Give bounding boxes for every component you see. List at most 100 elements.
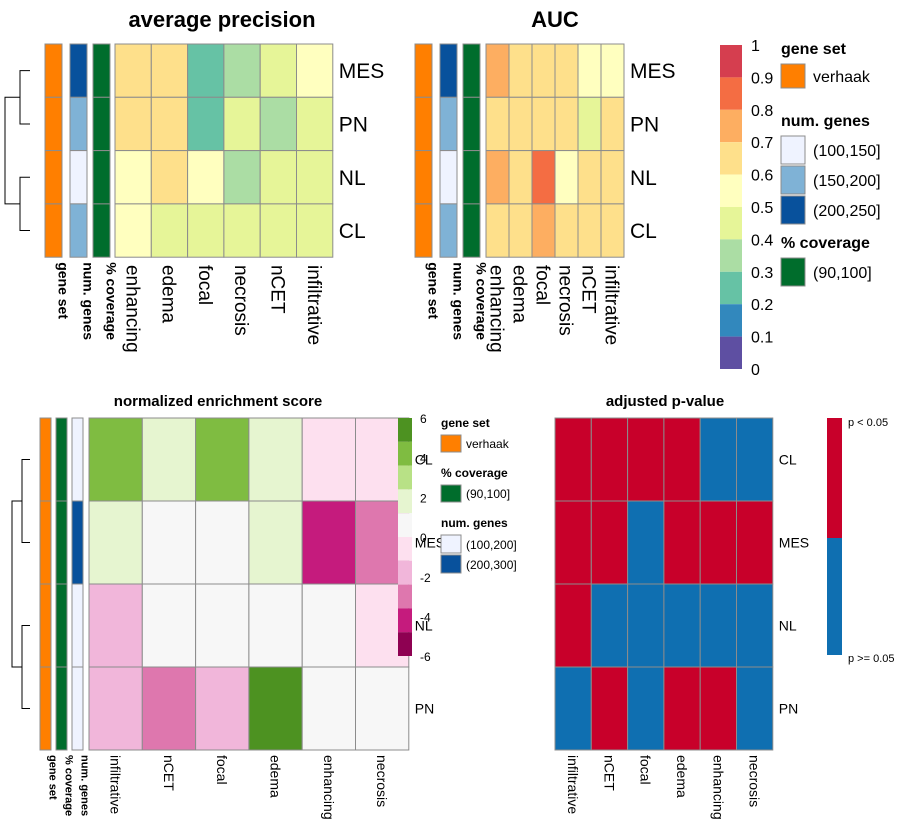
auc-annotation-num-genes-nl <box>439 150 458 205</box>
ap-column-label-edema: edema <box>158 265 179 324</box>
nes-cell-cl-focal <box>195 417 250 502</box>
nes-cell-cl-ncet <box>141 417 197 502</box>
nes-column-label-focal: focal <box>214 755 230 785</box>
ap-annotation-coverage-cl <box>92 203 111 258</box>
score-legend-tick-0-9: 0.9 <box>751 70 773 87</box>
ap-cell-nl-enhancing <box>114 150 152 205</box>
nes-column-label-necrosis: necrosis <box>374 755 390 807</box>
ap-column-label-enhancing: enhancing <box>121 265 142 353</box>
auc-cell-mes-infiltrative <box>600 43 625 98</box>
ap-row-label-mes: MES <box>339 60 385 83</box>
auc-cell-cl-necrosis <box>554 203 579 258</box>
ap-annotation-gene-set-cl <box>44 203 63 258</box>
nes-cell-mes-edema <box>248 500 303 585</box>
padj-cell-pn-ncet <box>590 666 629 751</box>
nes-annotation-label-gene-set: gene set <box>46 755 58 800</box>
padj-cell-mes-ncet <box>590 500 629 585</box>
nes-cell-mes-focal <box>195 500 250 585</box>
nes-cell-pn-ncet <box>141 666 197 751</box>
legend-num-genes-label-150-200: (150,200] <box>813 173 881 190</box>
score-legend-tick-0-7: 0.7 <box>751 135 773 152</box>
nes-annotation-coverage-cl <box>55 417 68 502</box>
nes-cell-mes-infiltrative <box>88 500 143 585</box>
nes-annotation-label-coverage: % coverage <box>62 755 74 816</box>
nes-legend-swatch-4 <box>398 513 412 537</box>
auc-annotation-num-genes-mes <box>439 43 458 98</box>
auc-cell-nl-necrosis <box>554 150 579 205</box>
nes-legend-swatch-6 <box>398 560 412 585</box>
auc-title: AUC <box>531 7 579 32</box>
nes-annotation-gene-set-nl <box>39 583 52 668</box>
ap-cell-mes-ncet <box>259 43 298 98</box>
auc-cell-cl-focal <box>531 203 556 258</box>
padj-cell-nl-enhancing <box>699 583 738 668</box>
score-legend-tick-0-2: 0.2 <box>751 297 773 314</box>
ap-column-label-necrosis: necrosis <box>230 265 251 336</box>
nes-legend-tick-2: -2 <box>420 571 431 585</box>
ap-cell-cl-ncet <box>259 203 298 258</box>
ap-annotation-num-genes-mes <box>69 43 88 98</box>
padj-column-label-enhancing: enhancing <box>710 755 726 820</box>
nes-row-label-mes: MES <box>415 535 445 551</box>
ap-cell-mes-infiltrative <box>296 43 334 98</box>
score-legend-swatch-2 <box>720 109 742 143</box>
padj-cell-pn-infiltrative <box>554 666 592 751</box>
nes-annotation-gene-set-cl <box>39 417 52 502</box>
nes-legend-swatch-2 <box>398 465 412 490</box>
auc-cell-cl-ncet <box>577 203 602 258</box>
score-legend-tick-0-8: 0.8 <box>751 103 773 120</box>
score-legend-swatch-8 <box>720 304 742 337</box>
padj-cell-nl-ncet <box>590 583 629 668</box>
ap-cell-pn-edema <box>150 96 189 152</box>
padj-row-label-nl: NL <box>779 618 797 634</box>
nes-cell-pn-necrosis <box>355 666 410 751</box>
auc-cell-pn-infiltrative <box>600 96 625 152</box>
auc-cell-nl-enhancing <box>485 150 510 205</box>
nes-legend-tick-4: 4 <box>420 452 427 466</box>
nes-cell-nl-infiltrative <box>88 583 143 668</box>
ap-annotation-coverage-nl <box>92 150 111 205</box>
nes-cell-pn-enhancing <box>301 666 357 751</box>
auc-cell-cl-infiltrative <box>600 203 625 258</box>
nes-legend-swatch-1 <box>398 441 412 466</box>
ap-cell-cl-infiltrative <box>296 203 334 258</box>
padj-cell-cl-edema <box>663 417 701 502</box>
nes-legend-gene-set-label-verhaak: verhaak <box>466 437 510 451</box>
padj-column-label-necrosis: necrosis <box>747 755 763 807</box>
auc-annotation-gene-set-cl <box>414 203 433 258</box>
nes-legend-tick-0: 0 <box>420 531 427 545</box>
score-legend-tick-0-4: 0.4 <box>751 232 773 249</box>
auc-annotation-gene-set-nl <box>414 150 433 205</box>
ap-cell-nl-edema <box>150 150 189 205</box>
padj-title: adjusted p-value <box>606 393 724 410</box>
nes-cell-nl-enhancing <box>301 583 357 668</box>
ap-annotation-gene-set-mes <box>44 43 63 98</box>
nes-annotation-coverage-mes <box>55 500 68 585</box>
auc-cell-pn-ncet <box>577 96 602 152</box>
padj-legend-swatch-not-significant <box>827 538 842 655</box>
nes-legend-tick-2: 2 <box>420 491 427 505</box>
score-legend-tick-0: 0 <box>751 362 760 379</box>
score-legend-swatch-0 <box>720 45 742 78</box>
nes-annotation-num-genes-mes <box>71 500 84 585</box>
auc-annotation-coverage-pn <box>462 96 481 152</box>
ap-row-label-pn: PN <box>339 114 368 137</box>
auc-cell-pn-focal <box>531 96 556 152</box>
padj-cell-cl-necrosis <box>736 417 774 502</box>
padj-legend-swatch-significant <box>827 418 842 538</box>
nes-column-label-enhancing: enhancing <box>321 755 337 820</box>
padj-cell-mes-infiltrative <box>554 500 592 585</box>
nes-annotation-coverage-nl <box>55 583 68 668</box>
score-legend-swatch-9 <box>720 336 742 369</box>
ap-cell-mes-necrosis <box>223 43 261 98</box>
ap-cell-cl-enhancing <box>114 203 152 258</box>
legend-gene-set-label-verhaak: verhaak <box>813 69 871 86</box>
nes-cell-pn-focal <box>195 666 250 751</box>
auc-column-label-necrosis: necrosis <box>555 265 576 336</box>
nes-annotation-num-genes-pn <box>71 666 84 751</box>
padj-row-label-cl: CL <box>779 452 797 468</box>
auc-annotation-num-genes-pn <box>439 96 458 152</box>
nes-legend-coverage-label-90-100: (90,100] <box>466 487 510 501</box>
nes-legend-swatch-7 <box>398 584 412 609</box>
auc-cell-mes-necrosis <box>554 43 579 98</box>
